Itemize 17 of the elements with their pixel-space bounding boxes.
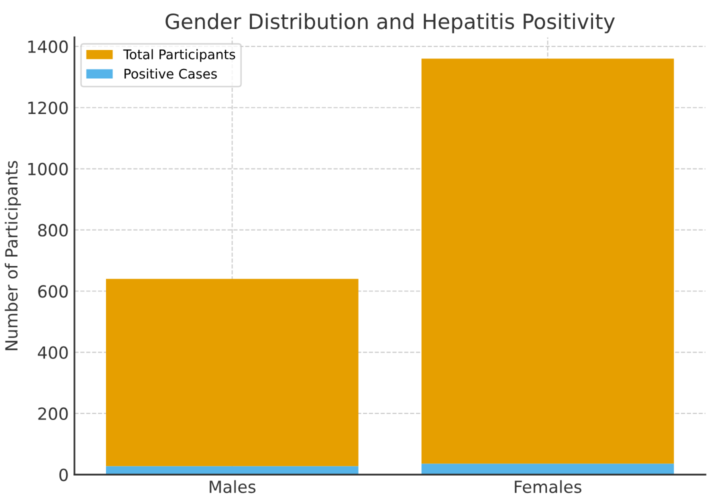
y-tick-label: 0: [59, 468, 68, 482]
legend-label: Positive Cases: [124, 68, 217, 79]
bar: [106, 466, 358, 475]
y-tick-label: 600: [38, 285, 68, 298]
y-tick-label: 1400: [28, 40, 68, 54]
y-tick-label: 200: [38, 407, 68, 420]
y-tick-label: 1000: [28, 162, 68, 176]
x-tick-label: Males: [210, 480, 256, 494]
y-tick-label: 800: [38, 224, 68, 237]
bar: [106, 278, 358, 466]
x-tick-label: Females: [514, 480, 582, 494]
y-axis-title: Number of Participants: [4, 161, 21, 350]
y-tick-label: 400: [38, 346, 68, 359]
y-tick-label: 1200: [28, 102, 68, 114]
chart-title: Gender Distribution and Hepatitis Positivity: [166, 13, 615, 34]
legend-label: Total Participants: [123, 49, 236, 62]
bar: [422, 464, 674, 475]
